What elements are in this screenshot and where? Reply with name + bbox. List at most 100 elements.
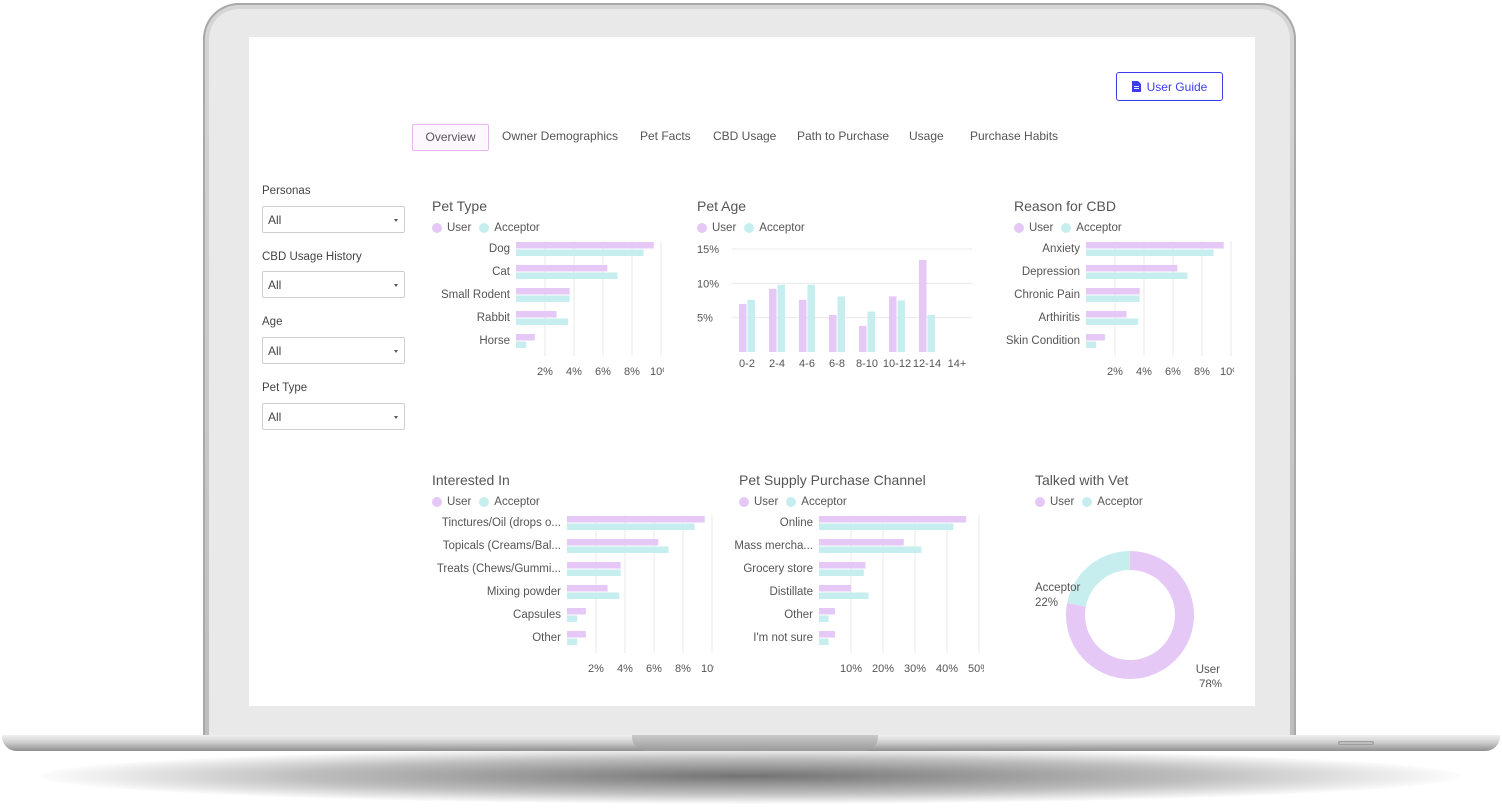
personas-select[interactable]: All — [262, 206, 405, 233]
tick-label: 6% — [646, 663, 662, 675]
legend-dot-acceptor — [1082, 497, 1093, 507]
category-label: 0-2 — [739, 358, 755, 370]
acceptor-bar — [516, 341, 527, 348]
chart-title-pet-age: Pet Age — [697, 198, 747, 214]
acceptor-bar — [516, 318, 569, 325]
acceptor-bar — [567, 546, 669, 553]
category-label: 12-14 — [913, 358, 941, 370]
legend-label-acceptor: Acceptor — [494, 222, 540, 234]
acceptor-bar — [867, 311, 875, 352]
acceptor-bar — [567, 569, 621, 576]
acceptor-bar — [819, 523, 954, 530]
category-label: 6-8 — [829, 358, 845, 370]
pet-type-chart: 2% 4% 6% 8% 10% Dog Cat Small Rodent Rabbit Horse — [441, 241, 664, 378]
filter-label-cbd-usage-history: CBD Usage History — [262, 251, 362, 263]
legend-item-user[interactable]: User — [739, 496, 778, 508]
acceptor-bar — [819, 569, 864, 576]
legend: User Acceptor — [1014, 222, 1122, 234]
user-bar — [516, 288, 570, 295]
legend-item-acceptor[interactable]: Acceptor — [1082, 496, 1143, 508]
legend-item-acceptor[interactable]: Acceptor — [1061, 222, 1122, 234]
tab-pet-facts[interactable]: Pet Facts — [640, 129, 691, 143]
legend-item-acceptor[interactable]: Acceptor — [786, 496, 847, 508]
legend: User Acceptor — [1035, 496, 1143, 508]
tick-label: 40% — [936, 663, 958, 675]
acceptor-bar — [897, 300, 905, 352]
pie-slice-user — [1066, 551, 1194, 679]
pet-type-select[interactable]: All — [262, 403, 405, 430]
user-bar — [739, 303, 747, 352]
category-label: 2-4 — [769, 358, 785, 370]
user-bar — [516, 334, 535, 341]
legend-item-user[interactable]: User — [1035, 496, 1074, 508]
user-bar — [567, 608, 586, 615]
legend-item-user[interactable]: User — [432, 222, 471, 234]
category-label: Cat — [492, 266, 511, 278]
user-bar — [516, 311, 557, 318]
user-guide-label: User Guide — [1146, 79, 1208, 94]
tab-usage[interactable]: Usage — [909, 129, 944, 143]
tab-purchase-habits[interactable]: Purchase Habits — [970, 129, 1059, 143]
chart-title-pet-supply-purchase-channel: Pet Supply Purchase Channel — [739, 472, 926, 488]
chart-title-reason-for-cbd: Reason for CBD — [1014, 198, 1116, 214]
user-bar — [1086, 334, 1105, 341]
tab-cbd-usage[interactable]: CBD Usage — [713, 129, 777, 143]
filter-label-age: Age — [262, 316, 283, 328]
tick-label: 2% — [588, 663, 604, 675]
category-label: Topicals (Creams/Bal... — [443, 540, 561, 552]
filter-label-personas: Personas — [262, 185, 311, 197]
user-bar — [516, 242, 654, 249]
legend-label-user: User — [447, 222, 472, 234]
slice-label-user: User — [1196, 664, 1220, 676]
category-label: Online — [780, 517, 813, 529]
legend-item-acceptor[interactable]: Acceptor — [479, 496, 540, 508]
caret-down-icon — [394, 219, 398, 222]
laptop-hinge-notch — [632, 735, 878, 751]
category-label: Horse — [479, 335, 510, 347]
age-select[interactable]: All — [262, 337, 405, 364]
tab-owner-demographics[interactable]: Owner Demographics — [502, 129, 619, 143]
legend-item-user[interactable]: User — [697, 222, 736, 234]
category-label: Capsules — [513, 609, 561, 621]
legend-item-user[interactable]: User — [432, 496, 471, 508]
tick-label: 4% — [1136, 366, 1152, 378]
slice-value-acceptor: 22% — [1035, 597, 1058, 609]
legend-dot-user — [697, 223, 707, 233]
acceptor-bar — [567, 638, 578, 645]
tick-label: 2% — [537, 366, 553, 378]
user-bar — [819, 562, 866, 569]
legend-label-acceptor: Acceptor — [801, 496, 847, 508]
reason-for-cbd-chart: 2% 4% 6% 8% 10% Anxiety Depression Chronic Pain… — [1006, 241, 1234, 378]
tab-path-to-purchase[interactable]: Path to Purchase — [797, 129, 890, 143]
caret-down-icon — [394, 416, 398, 419]
pie-slice-acceptor — [1067, 551, 1130, 607]
acceptor-bar — [1086, 295, 1140, 302]
tick-label: 10% — [650, 366, 664, 378]
tab-overview[interactable]: Overview — [412, 124, 489, 151]
tick-label: 8% — [624, 366, 640, 378]
acceptor-bar — [516, 295, 570, 302]
user-bar — [1086, 242, 1224, 249]
user-guide-button[interactable]: User Guide — [1116, 72, 1223, 101]
tick-label: 50% — [968, 663, 984, 675]
legend-item-acceptor[interactable]: Acceptor — [479, 222, 540, 234]
legend-label-user: User — [754, 496, 779, 508]
tick-label: 4% — [566, 366, 582, 378]
legend-item-acceptor[interactable]: Acceptor — [744, 222, 805, 234]
legend-label-acceptor: Acceptor — [759, 222, 805, 234]
category-label: Anxiety — [1042, 243, 1080, 255]
legend-label-acceptor: Acceptor — [494, 496, 540, 508]
legend-dot-acceptor — [479, 497, 490, 507]
cbd-usage-history-select[interactable]: All — [262, 271, 405, 298]
legend-label-user: User — [712, 222, 737, 234]
acceptor-bar — [747, 299, 755, 352]
user-bar — [516, 265, 608, 272]
acceptor-bar — [567, 592, 620, 599]
user-bar — [859, 325, 867, 352]
tick-label: 8% — [1194, 366, 1210, 378]
tick-label: 10% — [1220, 366, 1234, 378]
cbd-usage-history-value: All — [268, 278, 282, 292]
legend-item-user[interactable]: User — [1014, 222, 1053, 234]
category-label: 14+ — [948, 358, 967, 370]
acceptor-bar — [819, 638, 829, 645]
